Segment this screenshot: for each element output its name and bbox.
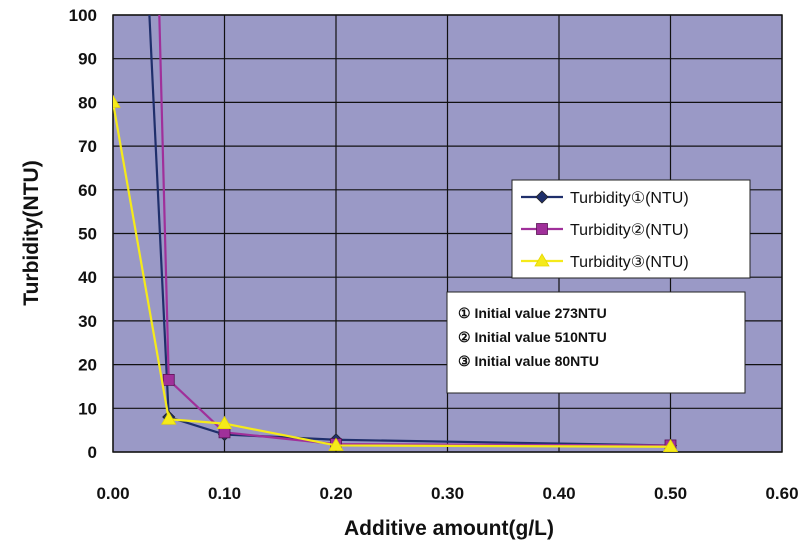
y-tick-label: 70 <box>78 137 97 156</box>
y-tick-label: 20 <box>78 356 97 375</box>
y-axis-ticks: 0 10 20 30 40 50 60 70 80 90 100 <box>69 6 97 462</box>
legend-label-3: Turbidity③(NTU) <box>570 254 689 271</box>
legend: Turbidity①(NTU) Turbidity②(NTU) Turbidity③… <box>511 179 751 279</box>
legend-label-1: Turbidity①(NTU) <box>570 190 689 207</box>
x-axis-title: Additive amount(g/L) <box>344 517 554 540</box>
y-tick-label: 60 <box>78 181 97 200</box>
series-layer <box>113 15 679 452</box>
y-tick-label: 30 <box>78 312 97 331</box>
y-tick-label: 40 <box>78 268 97 287</box>
x-tick-label: 0.30 <box>431 484 464 503</box>
x-tick-label: 0.20 <box>319 484 352 503</box>
y-axis-title: Turbidity(NTU) <box>20 160 43 305</box>
y-tick-label: 10 <box>78 399 97 418</box>
legend-marker <box>535 190 549 204</box>
data-point-series-2 <box>162 373 175 386</box>
y-tick-label: 0 <box>88 443 97 462</box>
y-tick-label: 90 <box>78 50 97 69</box>
y-tick-label: 50 <box>78 225 97 244</box>
data-point-series-3 <box>113 94 121 108</box>
y-tick-label: 100 <box>69 6 97 25</box>
note-line-3: ③ Initial value 80NTU <box>458 353 599 369</box>
x-axis-ticks: 0.00 0.10 0.20 0.30 0.40 0.50 0.60 <box>96 484 798 503</box>
x-tick-label: 0.40 <box>542 484 575 503</box>
note-line-1: ① Initial value 273NTU <box>458 305 607 321</box>
data-point-series-3 <box>161 411 177 425</box>
note-line-2: ② Initial value 510NTU <box>458 329 607 345</box>
x-tick-label: 0.50 <box>654 484 687 503</box>
initial-values-note: ① Initial value 273NTU ② Initial value 5… <box>446 291 746 394</box>
y-tick-label: 80 <box>78 93 97 112</box>
x-tick-label: 0.00 <box>96 484 129 503</box>
data-point-series-3 <box>216 415 233 429</box>
legend-marker <box>536 223 548 235</box>
x-tick-label: 0.10 <box>208 484 241 503</box>
x-tick-label: 0.60 <box>765 484 798 503</box>
legend-label-2: Turbidity②(NTU) <box>570 222 689 239</box>
data-point-series-3 <box>328 437 344 451</box>
legend-marker <box>534 253 550 267</box>
note-box <box>446 291 746 394</box>
data-point-series-3 <box>662 438 679 452</box>
